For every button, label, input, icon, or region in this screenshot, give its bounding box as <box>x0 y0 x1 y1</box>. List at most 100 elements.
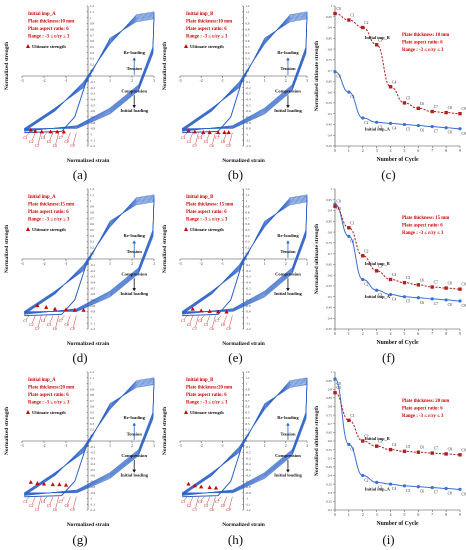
panel-g: -3 -2 -1 0 1 2 3 1.2 1.1 1 0.9 0.8 0.7 0.6 0.5 0.4 0.3 0.… <box>0 366 160 550</box>
info-line: Plate thickness: 15 mm <box>186 203 233 208</box>
initial-loading-curve <box>182 258 244 317</box>
guide-compression: Compression <box>275 88 301 93</box>
chart-h: -3 -2 -1 0 1 2 31.21.110.90.80.70.60.50.40.30.… <box>162 370 308 528</box>
y-tick-label: -0.6 <box>90 292 95 296</box>
y-tick-label: 0 <box>246 439 248 443</box>
x-tick-label: -3 <box>21 79 24 83</box>
x-tick-label: 3 <box>153 79 155 83</box>
x-tick-label: 0 <box>243 79 245 83</box>
y-tick-label: 0.7 <box>328 252 333 256</box>
guide-tension: Tension <box>280 66 296 71</box>
point-label: C4 <box>392 126 396 130</box>
y-tick-label: 0.8 <box>90 28 94 32</box>
guide-arrowhead-tension <box>132 240 136 244</box>
y-tick-label: -0.2 <box>90 269 95 273</box>
initial-loading-curve <box>182 440 244 498</box>
y-tick-label: -0.8 <box>246 121 251 125</box>
series-imp-b-point <box>374 444 379 448</box>
point-label: C6 <box>420 102 424 106</box>
pt-label: C4 <box>198 136 202 140</box>
y-tick-label: 0.25 <box>326 500 332 504</box>
pt-label-leader <box>206 496 210 505</box>
point-label: C3 <box>378 38 382 42</box>
pt-label: C9 <box>226 144 230 148</box>
x-tick-label: 5 <box>403 513 405 517</box>
point-label: C2 <box>364 282 368 286</box>
pt-label-leader <box>229 496 233 509</box>
guide-compression: Compression <box>275 453 301 458</box>
pt-label-leader <box>55 132 59 145</box>
pt-label: C5 <box>204 140 208 144</box>
y-tick-label: -0.6 <box>246 474 251 478</box>
x-axis-title: Number of Cycle <box>376 340 418 346</box>
y-tick-label: 0.5 <box>90 45 94 49</box>
pt-label-leader <box>37 315 42 328</box>
panel-e: -3 -2 -1 0 1 2 3 1.2 1.1 1 0.9 0.8 0.7 0.6 0.5 0.4 0.3 0.… <box>158 183 313 368</box>
pt-label-leader <box>55 315 59 328</box>
y-tick-label: 0.6 <box>328 439 333 443</box>
series-imp-a-point <box>361 473 365 478</box>
pt-label: C2 <box>187 504 191 508</box>
pt-label-leader <box>189 496 194 505</box>
point-label: C6 <box>420 129 424 133</box>
guide-compression: Compression <box>121 88 147 93</box>
pt-label: C3 <box>35 144 39 148</box>
x-tick-label: 2 <box>362 149 364 153</box>
y-tick-label: 0.65 <box>326 431 332 435</box>
panel-d: -3 -2 -1 0 1 2 3 1.2 1.1 1 0.9 0.8 0.7 0.6 0.5 0.4 0.3 0.… <box>0 183 160 368</box>
legend-label: Ultimate strength <box>190 227 224 232</box>
point-label: C5 <box>406 489 410 493</box>
point-label: C3 <box>378 485 382 489</box>
x-tick-label: -3 <box>21 444 24 448</box>
ultimate-strength-marker <box>190 306 195 311</box>
pt-label: C1 <box>181 136 185 140</box>
y-tick-label: -0.9 <box>246 127 251 131</box>
pt-label: C3 <box>35 508 39 512</box>
pt-label: C1 <box>23 136 27 140</box>
ultimate-strength-marker <box>199 308 204 313</box>
y-tick-label: 0.5 <box>90 410 94 414</box>
pt-label: C9 <box>226 508 230 512</box>
pt-label-leader <box>223 315 227 324</box>
y-tick-label: 0.4 <box>90 234 94 238</box>
x-tick-label: 6 <box>417 332 419 336</box>
point-label: C9 <box>462 304 466 308</box>
pt-label-leader <box>184 132 188 137</box>
x-tick-label: 9 <box>459 149 461 153</box>
series-imp-b-point <box>458 111 462 116</box>
y-tick-label: 0.45 <box>326 123 332 127</box>
chart-e: -3 -2 -1 0 1 2 3 1.2 1.1 1 0.9 0.80.7 0.6 0.5 0.4 0.3 0.… <box>162 187 308 347</box>
chart-g: -3 -2 -1 0 1 2 31.21.110.90.80.70.60.50.40.30.… <box>4 370 155 528</box>
y-tick-label: 0.35 <box>326 144 332 148</box>
x-tick-label: 2 <box>131 262 133 266</box>
ultimate-strength-marker <box>52 306 58 311</box>
legend-marker <box>26 410 30 414</box>
x-tick-label: 1 <box>348 149 350 153</box>
y-tick-label: 0.5 <box>328 295 333 299</box>
series-imp-b-point <box>361 439 365 443</box>
point-label: C1 <box>350 447 354 451</box>
x-tick-label: 1 <box>109 262 111 266</box>
point-label: C1 <box>350 239 354 243</box>
pt-label-leader <box>43 496 48 501</box>
panel-label-b: (b) <box>227 167 244 182</box>
pt-label-leader <box>217 315 222 320</box>
pt-label: C1 <box>181 319 185 323</box>
series-imp-b-point <box>444 286 448 290</box>
guide-reloading: Re-loading <box>277 233 299 238</box>
y-tick-label: 0.35 <box>326 482 332 486</box>
pt-label-leader <box>67 496 71 505</box>
y-tick-label: 0.6 <box>246 405 250 409</box>
hysteresis-curve <box>24 197 155 314</box>
info-line: Plate aspect ratio: 6 <box>402 224 443 229</box>
pt-label: C8 <box>221 140 225 144</box>
x-tick-label: 0 <box>334 149 336 153</box>
y-tick-label: -0.4 <box>246 281 251 285</box>
pt-label: C4 <box>41 500 45 504</box>
y-tick-label: 0 <box>246 257 248 261</box>
y-tick-label: 0.7 <box>90 399 94 403</box>
y-tick-label: -0.5 <box>90 103 95 107</box>
guide-arrowhead-tension <box>132 422 136 426</box>
y-tick-label: 0.3 <box>246 422 250 426</box>
point-label: C7 <box>434 302 438 306</box>
